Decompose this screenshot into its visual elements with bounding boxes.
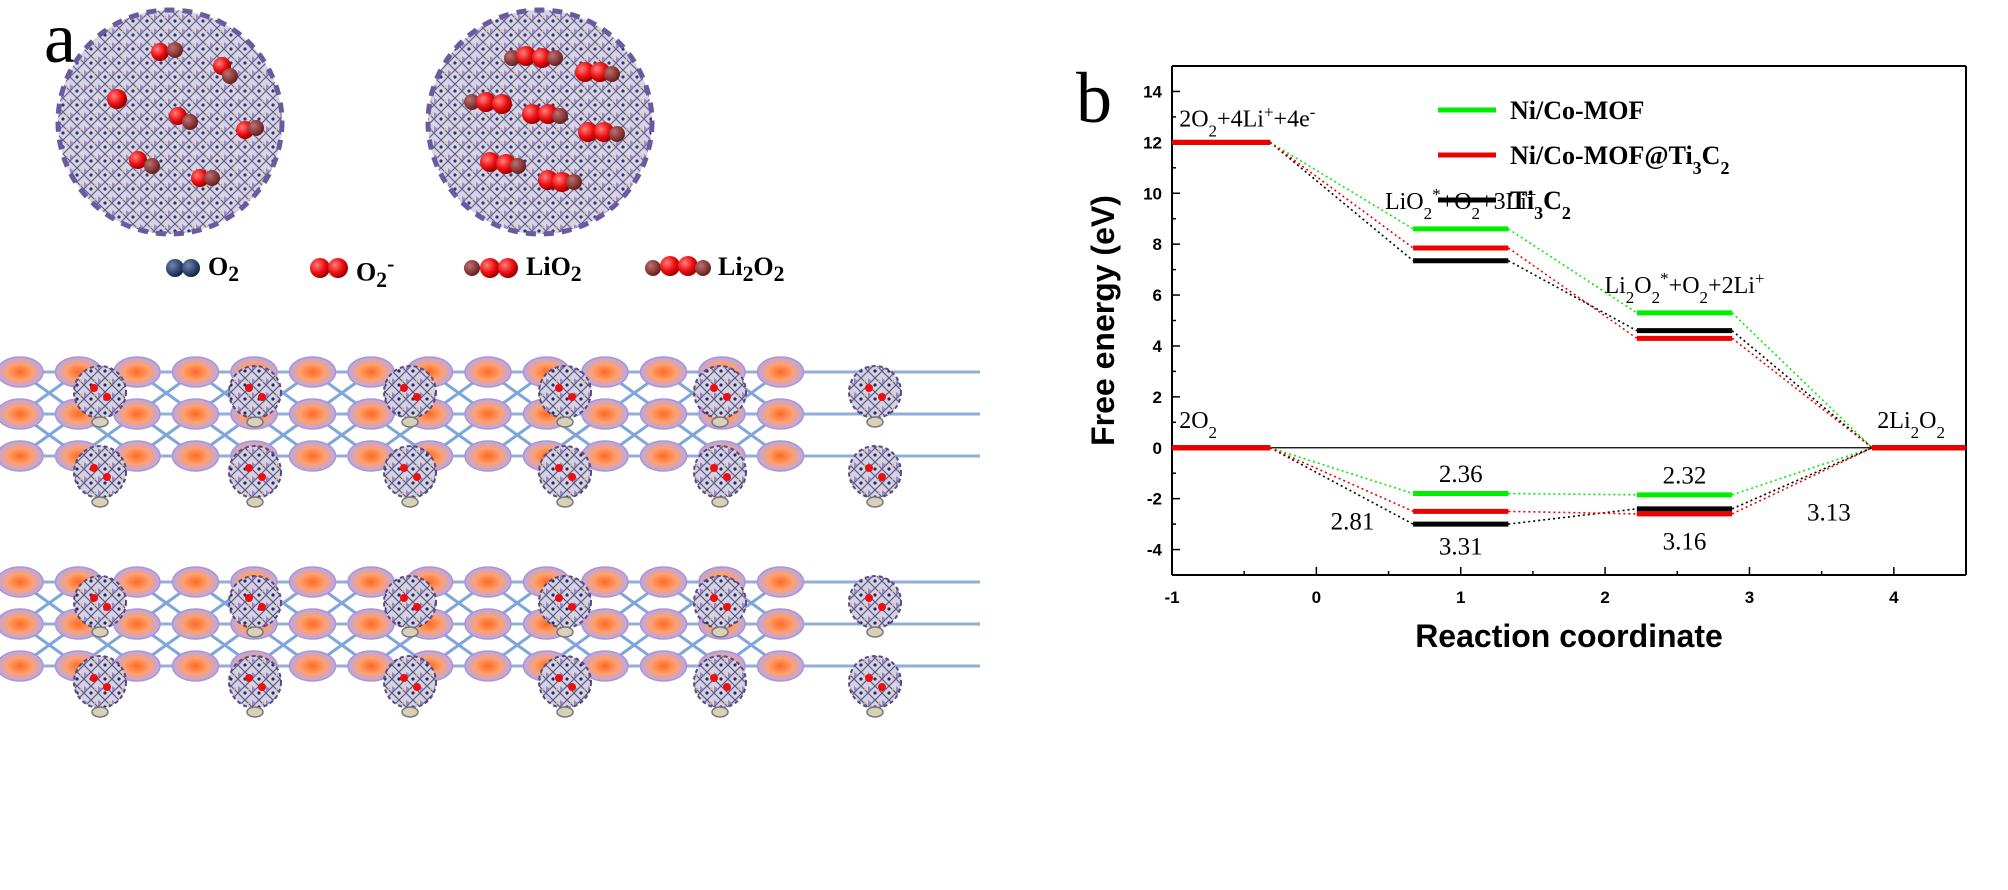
panel-a-illustration [0,7,980,718]
panel-a: a [0,0,1000,890]
discharge-ni-co-mof-ti3c2-connector-1 [1508,510,1637,515]
state-label-initial: 2O2+4Li++4e- [1179,102,1316,140]
legend-label: Ni/Co-MOF [1510,96,1644,125]
x-axis-title: Reaction coordinate [1415,618,1723,654]
y-tick-label: 10 [1143,184,1162,203]
x-tick-label: 3 [1745,588,1754,607]
y-tick-label: 4 [1153,337,1163,356]
charge-ni-co-mof-connector-0 [1269,141,1414,230]
charge-ni-co-mof-ti3c2-connector-1 [1507,247,1638,339]
overpotential-annotation: 2.32 [1663,462,1707,489]
state-label-li2o2: Li2O2*+O2+2Li+ [1604,268,1764,306]
state-label-discharge-start: 2O2 [1179,408,1217,442]
legend-o2: O2 [208,252,240,287]
x-tick-label: 0 [1312,588,1321,607]
charge-ti3c2-connector-2 [1731,330,1873,449]
y-tick-label: 8 [1153,235,1162,254]
charge-ti3c2-connector-1 [1507,259,1638,332]
mof-cluster-right [425,7,655,237]
discharge-ni-co-mof-ti3c2-connector-0 [1269,447,1414,513]
discharge-ti3c2-connector-1 [1508,508,1637,525]
discharge-ti3c2-connector-0 [1269,447,1414,525]
x-tick-label: 2 [1600,588,1609,607]
overpotential-annotation: 2.81 [1331,508,1375,535]
discharge-ni-co-mof-connector-2 [1731,446,1873,496]
overpotential-annotation: 3.31 [1439,534,1483,561]
composite-lattice-bottom [0,566,980,718]
panel-a-letter: a [44,0,76,78]
charge-ni-co-mof-connector-1 [1507,228,1638,314]
legend-superoxide: O2- [356,252,395,292]
discharge-ni-co-mof-connector-1 [1508,492,1637,496]
y-tick-label: 14 [1143,82,1162,101]
legend-label: Ti3C2 [1510,186,1571,223]
y-tick-label: 0 [1153,439,1162,458]
state-label-final: 2Li2O2 [1877,408,1945,442]
y-tick-label: -4 [1147,541,1163,560]
composite-lattice-top [0,356,980,508]
y-tick-label: -2 [1147,490,1162,509]
y-tick-label: 6 [1153,286,1162,305]
charge-ni-co-mof-ti3c2-connector-2 [1731,337,1873,449]
discharge-ti3c2-connector-2 [1731,447,1873,510]
y-tick-label: 2 [1153,388,1162,407]
y-tick-label: 12 [1143,133,1162,152]
panel-b: b -4 -2 0 2 4 6 8 10 12 14 -1 0 1 2 3 4 Reaction coordin… [1040,0,2008,890]
y-axis-title: Free energy (eV) [1085,195,1121,446]
charge-ti3c2-connector-0 [1269,141,1414,262]
discharge-ni-co-mof-connector-0 [1269,446,1414,495]
panel-b-letter: b [1076,58,1112,138]
legend-label: Ni/Co-MOF@Ti3C2 [1510,141,1729,178]
discharge-ni-co-mof-ti3c2-connector-2 [1731,447,1873,515]
mof-cluster-left [55,7,285,237]
overpotential-annotation: 2.36 [1439,461,1483,488]
legend-lio2: LiO2 [526,252,582,287]
charge-ni-co-mof-connector-2 [1731,312,1873,449]
species-legend [166,256,711,278]
overpotential-annotation: 3.16 [1663,529,1707,556]
x-tick-label: 4 [1889,588,1899,607]
x-tick-label: 1 [1456,588,1465,607]
x-tick-label: -1 [1164,588,1179,607]
legend-li2o2: Li2O2 [718,252,785,287]
overpotential-annotation: 3.13 [1807,499,1851,526]
